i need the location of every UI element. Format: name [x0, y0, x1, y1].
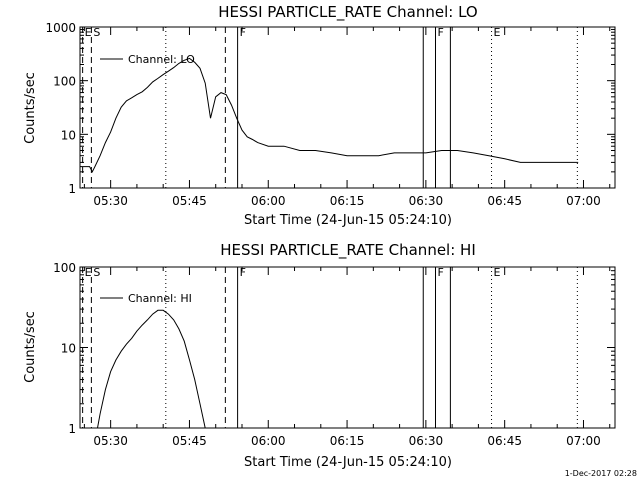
series-line	[97, 309, 206, 429]
x-tick-label: 05:30	[93, 194, 128, 208]
y-tick-label: 100	[53, 75, 76, 89]
plot-frame	[79, 26, 616, 189]
chart-title: HESSI PARTICLE_RATE Channel: LO	[218, 3, 477, 22]
x-tick-label: 05:30	[93, 434, 128, 448]
legend-label: Channel: HI	[128, 292, 192, 305]
series-line	[80, 57, 579, 173]
event-marker-label: E	[494, 266, 501, 279]
event-marker-label: S	[93, 26, 100, 39]
x-tick-label: 06:00	[251, 194, 286, 208]
x-axis-label: Start Time (24-Jun-15 05:24:10)	[244, 213, 452, 228]
y-tick-label: 10	[61, 128, 76, 142]
y-tick-label: 10	[61, 342, 76, 356]
event-marker-label: S	[93, 266, 100, 279]
event-marker-label: E	[85, 26, 92, 39]
event-marker-label: F	[240, 266, 246, 279]
event-marker-label: E	[494, 26, 501, 39]
x-axis-label: Start Time (24-Jun-15 05:24:10)	[244, 455, 452, 470]
chart-title: HESSI PARTICLE_RATE Channel: HI	[220, 241, 476, 260]
timestamp: 1-Dec-2017 02:28	[565, 469, 637, 478]
x-tick-label: 05:45	[172, 434, 207, 448]
event-marker-label: F	[437, 26, 443, 39]
x-tick-label: 07:00	[566, 194, 601, 208]
x-tick-label: 06:30	[409, 194, 444, 208]
event-marker-label: E	[85, 266, 92, 279]
y-tick-label: 1	[68, 422, 76, 436]
x-tick-label: 06:15	[330, 434, 365, 448]
y-tick-label: 1	[68, 182, 76, 196]
x-tick-label: 06:45	[487, 194, 522, 208]
x-tick-label: 06:45	[487, 434, 522, 448]
y-tick-label: 100	[53, 261, 76, 275]
y-tick-label: 1000	[45, 21, 76, 35]
x-tick-label: 06:15	[330, 194, 365, 208]
plot-channel-lo: HESSI PARTICLE_RATE Channel: LO Start Ti…	[23, 3, 616, 228]
y-axis-label: Counts/sec	[23, 72, 38, 144]
x-tick-label: 06:00	[251, 434, 286, 448]
x-tick-label: 07:00	[566, 434, 601, 448]
plot-channel-hi: HESSI PARTICLE_RATE Channel: HI Start Ti…	[23, 241, 616, 470]
event-marker-label: F	[240, 26, 246, 39]
x-tick-label: 05:45	[172, 194, 207, 208]
event-marker-label: F	[437, 266, 443, 279]
legend-label: Channel: LO	[128, 53, 195, 66]
x-tick-label: 06:30	[409, 434, 444, 448]
y-axis-label: Counts/sec	[23, 311, 38, 383]
